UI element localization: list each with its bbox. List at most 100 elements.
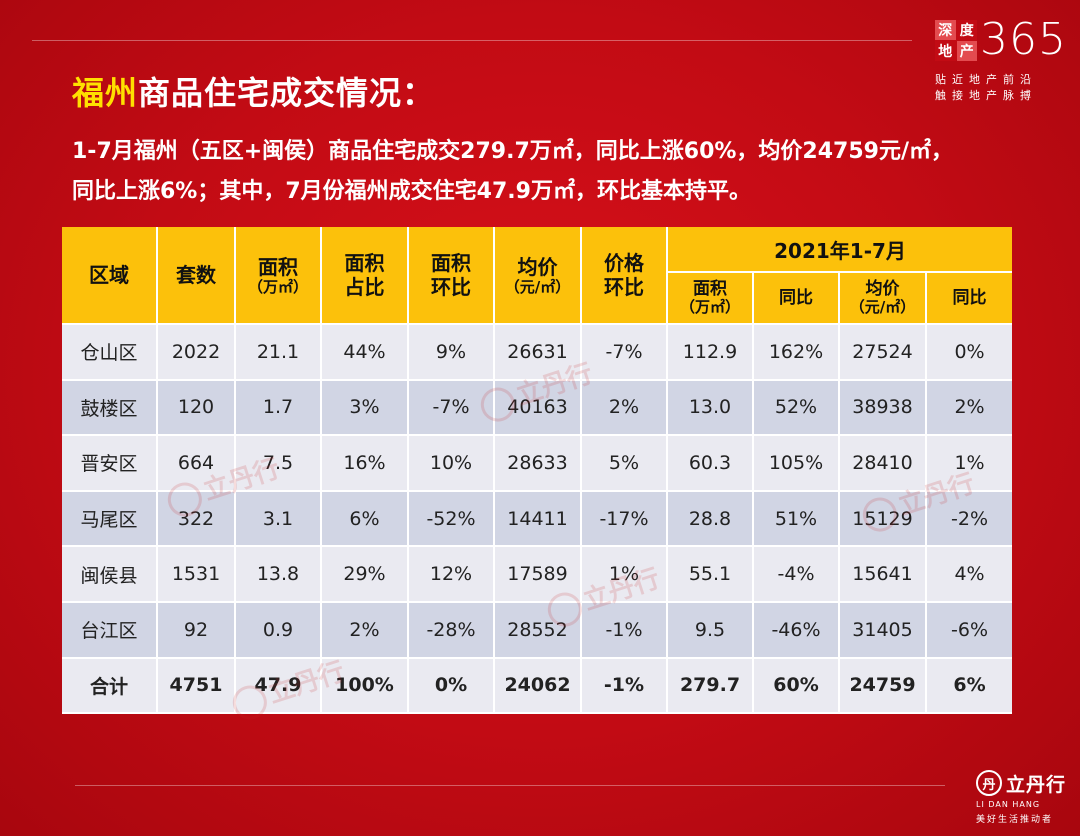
- table-cell: 51%: [753, 490, 840, 548]
- table-cell: 279.7: [667, 657, 754, 715]
- table-cell: 马尾区: [62, 490, 158, 548]
- summary-line1: 1-7月福州（五区+闽侯）商品住宅成交279.7万㎡，同比上涨60%，均价247…: [72, 139, 954, 164]
- table-cell: 鼓楼区: [62, 379, 158, 437]
- title-highlight: 福州: [72, 74, 139, 112]
- logo-name: 立丹行: [1006, 774, 1067, 796]
- header-avg-price: 均价 （元/㎡）: [494, 227, 582, 325]
- table-cell: 4%: [926, 546, 1013, 603]
- table-cell: 16%: [321, 435, 409, 492]
- logo-char: 产: [956, 41, 977, 61]
- table-cell: 5%: [581, 435, 668, 492]
- header-area-mom: 面积 环比: [408, 227, 495, 325]
- table-row: 晋安区 664 7.5 16% 10% 28633 5% 60.3 105% 28410 1%: [62, 435, 1013, 492]
- table-cell: -7%: [408, 379, 495, 437]
- table-row: 鼓楼区 120 1.7 3% -7% 40163 2% 13.0 52% 38938 2%: [62, 379, 1013, 437]
- table-cell: 1%: [581, 546, 668, 603]
- header-ytd-group: 2021年1-7月: [667, 227, 1013, 273]
- table-cell: 0.9: [235, 601, 322, 659]
- table-cell: 0%: [926, 324, 1013, 381]
- table-cell: 3.1: [235, 490, 322, 548]
- table-cell: 15641: [839, 546, 927, 603]
- table-cell: 60%: [753, 657, 840, 715]
- table-cell: 6%: [926, 657, 1013, 715]
- table-cell: -52%: [408, 490, 495, 548]
- table-row: 闽侯县 1531 13.8 29% 12% 17589 1% 55.1 -4% 15641 4%: [62, 546, 1013, 603]
- table-cell: 7.5: [235, 435, 322, 492]
- table-cell: 9%: [408, 324, 495, 381]
- table-cell: 6%: [321, 490, 409, 548]
- table-cell: 24062: [494, 657, 582, 715]
- table-row: 仓山区 2022 21.1 44% 9% 26631 -7% 112.9 162% 27524 0%: [62, 324, 1013, 381]
- logo-slogan: 美好生活推动者: [976, 815, 1054, 825]
- summary-text: 1-7月福州（五区+闽侯）商品住宅成交279.7万㎡，同比上涨60%，均价247…: [72, 132, 1052, 212]
- table-cell: 52%: [753, 379, 840, 437]
- brand-logo-365: 深 度 地 产 365 贴近地产前沿 触接地产脉搏: [935, 14, 1070, 102]
- seal-icon: 丹: [976, 770, 1002, 796]
- table-cell: 120: [157, 379, 236, 437]
- logo-slogan-line1: 贴近地产前沿: [935, 73, 1037, 86]
- table-row: 马尾区 322 3.1 6% -52% 14411 -17% 28.8 51% 15129 -2%: [62, 490, 1013, 548]
- table-cell: 仓山区: [62, 324, 158, 381]
- table-cell: 1.7: [235, 379, 322, 437]
- table-cell: -4%: [753, 546, 840, 603]
- table-cell: 162%: [753, 324, 840, 381]
- header-price-mom: 价格 环比: [581, 227, 668, 325]
- logo-number: 365: [980, 14, 1067, 65]
- table-cell: 28.8: [667, 490, 754, 548]
- table-cell: 44%: [321, 324, 409, 381]
- header-region: 区域: [62, 227, 158, 325]
- logo-slogan-line2: 触接地产脉搏: [935, 89, 1037, 102]
- table-cell: -1%: [581, 657, 668, 715]
- table-cell: 112.9: [667, 324, 754, 381]
- table-cell: 28410: [839, 435, 927, 492]
- table-cell: 15129: [839, 490, 927, 548]
- table-cell: 55.1: [667, 546, 754, 603]
- table-cell: 40163: [494, 379, 582, 437]
- header-area: 面积 （万㎡）: [235, 227, 322, 325]
- header-ytd-price: 均价 （元/㎡）: [839, 272, 927, 325]
- top-divider: [32, 40, 912, 41]
- logo-english: LI DAN HANG: [976, 800, 1041, 809]
- table-cell: -1%: [581, 601, 668, 659]
- table-cell: 92: [157, 601, 236, 659]
- header-ytd-price-yoy: 同比: [926, 272, 1013, 325]
- header-ytd-area: 面积 （万㎡）: [667, 272, 754, 325]
- header-ytd-area-yoy: 同比: [753, 272, 840, 325]
- table-cell: 2022: [157, 324, 236, 381]
- table-cell: 28633: [494, 435, 582, 492]
- table-cell: 13.0: [667, 379, 754, 437]
- lidanhang-logo: 丹 立丹行 LI DAN HANG 美好生活推动者: [972, 764, 1072, 826]
- table-cell: 2%: [321, 601, 409, 659]
- table-total-row: 合计 4751 47.9 100% 0% 24062 -1% 279.7 60% 24759 6%: [62, 657, 1013, 715]
- table-cell: 31405: [839, 601, 927, 659]
- logo-char-grid: 深 度 地 产: [935, 20, 977, 61]
- table-cell: -7%: [581, 324, 668, 381]
- table-cell: 21.1: [235, 324, 322, 381]
- table-cell: 10%: [408, 435, 495, 492]
- table-cell: 38938: [839, 379, 927, 437]
- table-cell: 24759: [839, 657, 927, 715]
- table-cell: 1%: [926, 435, 1013, 492]
- table-cell: 台江区: [62, 601, 158, 659]
- header-area-share: 面积 占比: [321, 227, 409, 325]
- summary-line2: 同比上涨6%；其中，7月份福州成交住宅47.9万㎡，环比基本持平。: [72, 179, 751, 204]
- table-cell: 17589: [494, 546, 582, 603]
- table-cell: 26631: [494, 324, 582, 381]
- table-cell: 27524: [839, 324, 927, 381]
- header-units: 套数: [157, 227, 236, 325]
- table-cell: 晋安区: [62, 435, 158, 492]
- table-cell: -28%: [408, 601, 495, 659]
- table-cell: 47.9: [235, 657, 322, 715]
- logo-char: 度: [956, 20, 977, 40]
- table-cell: 4751: [157, 657, 236, 715]
- table-cell: 合计: [62, 657, 158, 715]
- table-cell: 2%: [926, 379, 1013, 437]
- title-rest: 商品住宅成交情况：: [138, 74, 436, 112]
- table-cell: -6%: [926, 601, 1013, 659]
- table-cell: 闽侯县: [62, 546, 158, 603]
- table-cell: 13.8: [235, 546, 322, 603]
- transaction-table: 区域 套数 面积 （万㎡） 面积 占比 面积 环比 均价 （元/㎡） 价格 环比 2021…: [62, 227, 1013, 715]
- table-cell: 105%: [753, 435, 840, 492]
- table-cell: 14411: [494, 490, 582, 548]
- logo-char: 地: [935, 41, 956, 61]
